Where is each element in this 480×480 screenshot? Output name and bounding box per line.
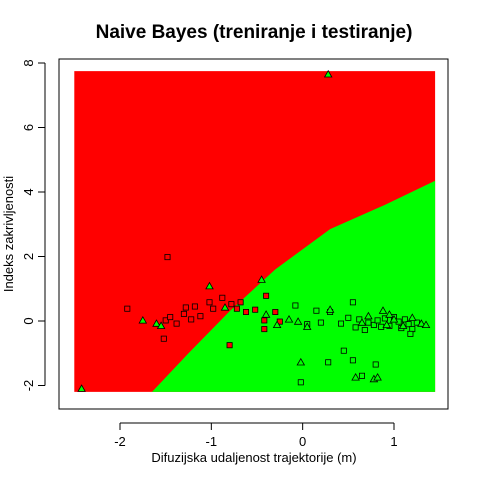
point-triangle (138, 315, 148, 324)
point-square (173, 320, 180, 327)
point-square (292, 302, 299, 309)
point-square (210, 305, 217, 312)
point-triangle (408, 313, 417, 321)
point-square (180, 310, 187, 317)
point-triangle (373, 372, 382, 381)
x-tick-label: -1 (206, 434, 218, 449)
y-tick-label: -2 (21, 380, 36, 392)
point-triangle (357, 318, 367, 326)
chart-title: Naive Bayes (treniranje i testiranje) (96, 22, 413, 43)
point-square (272, 308, 279, 315)
point-square (345, 314, 352, 321)
point-square (124, 305, 131, 312)
plot-frame (58, 58, 449, 410)
point-square (228, 301, 235, 308)
point-triangle (417, 319, 426, 327)
point-triangle (156, 321, 166, 329)
point-triangle (351, 372, 360, 381)
point-square (405, 321, 412, 328)
point-triangle (398, 321, 408, 329)
point-square (349, 299, 356, 306)
y-tick-label: 0 (21, 317, 36, 324)
point-square (226, 342, 233, 349)
y-tick-label: 8 (21, 59, 36, 66)
point-triangle (272, 320, 282, 329)
point-square (358, 372, 365, 379)
point-square (252, 306, 259, 313)
point-square (167, 314, 174, 321)
point-triangle (421, 320, 431, 329)
point-square (206, 299, 213, 306)
point-triangle (378, 306, 388, 314)
point-triangle (261, 310, 271, 318)
point-square (160, 335, 167, 342)
point-triangle (323, 69, 333, 78)
point-square (407, 330, 414, 337)
point-square (361, 326, 368, 333)
point-triangle (220, 303, 230, 311)
point-square (370, 321, 377, 328)
x-axis-label: Difuzijska udaljenost trajektorije (m) (151, 450, 356, 465)
point-triangle (385, 310, 394, 318)
point-square (372, 361, 379, 368)
point-square (233, 305, 240, 312)
x-tick-label: -2 (114, 434, 126, 449)
point-triangle (284, 314, 294, 323)
point-square (340, 347, 347, 354)
point-square (219, 294, 226, 301)
point-square (263, 292, 270, 299)
point-square (413, 319, 420, 326)
point-square (297, 379, 304, 386)
point-triangle (325, 305, 335, 313)
point-square (378, 323, 385, 330)
point-square (401, 316, 408, 323)
point-square (261, 317, 268, 324)
point-square (352, 324, 359, 331)
point-triangle (152, 319, 161, 327)
point-triangle (293, 317, 303, 325)
point-square (325, 359, 332, 366)
point-square (349, 357, 356, 364)
point-square (188, 316, 195, 323)
y-tick-label: 2 (21, 253, 36, 260)
point-triangle (302, 322, 312, 330)
point-square (191, 303, 198, 310)
point-square (317, 319, 324, 326)
point-triangle (257, 275, 266, 283)
data-points (77, 69, 431, 392)
x-axis: -2 -1 0 1 (114, 422, 398, 449)
point-square (261, 326, 268, 333)
point-square (237, 299, 244, 306)
point-triangle (296, 357, 306, 366)
point-square (381, 315, 388, 322)
x-tick-label: 1 (390, 434, 397, 449)
point-square (164, 254, 171, 261)
region-green (152, 180, 436, 392)
point-square (162, 317, 169, 324)
x-tick-label: 0 (299, 434, 306, 449)
decision-regions (74, 71, 436, 392)
point-triangle (205, 281, 214, 290)
point-square (365, 319, 372, 326)
point-square (182, 304, 189, 311)
point-square (313, 307, 320, 314)
point-square (197, 313, 204, 320)
point-square (374, 317, 381, 324)
point-triangle (77, 384, 86, 392)
y-axis: -2 0 2 4 6 8 (21, 59, 46, 392)
point-triangle (364, 311, 373, 320)
y-tick-label: 6 (21, 124, 36, 131)
y-axis-label: Indeks zakrivljenosti (1, 176, 16, 292)
point-square (242, 308, 249, 315)
point-square (337, 320, 344, 327)
y-tick-label: 4 (21, 188, 36, 195)
point-triangle (389, 314, 399, 323)
point-triangle (382, 320, 391, 329)
